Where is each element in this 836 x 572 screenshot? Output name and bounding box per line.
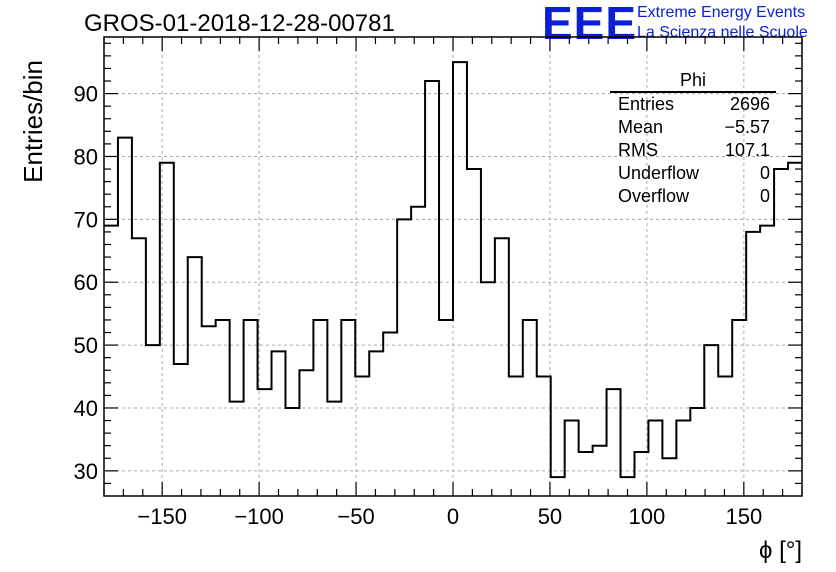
histogram-bin xyxy=(383,333,397,496)
y-tick-label: 90 xyxy=(74,82,98,107)
histogram-bin xyxy=(704,345,718,496)
x-tick-label: 0 xyxy=(447,504,459,529)
histogram-bin xyxy=(607,389,621,496)
histogram-bin xyxy=(397,219,411,496)
histogram-bin xyxy=(662,458,676,496)
histogram-bin xyxy=(369,351,383,496)
stats-value: 0 xyxy=(759,163,770,183)
stats-value: 2696 xyxy=(729,94,770,114)
x-tick-label: 100 xyxy=(629,504,666,529)
histogram-bin xyxy=(509,377,523,496)
stats-value: 0 xyxy=(759,186,770,206)
stats-value: −5.57 xyxy=(724,117,770,137)
x-tick-label: 50 xyxy=(538,504,562,529)
histogram-bin xyxy=(453,62,467,496)
histogram-bin xyxy=(299,370,313,496)
stats-row-rms: RMS 107.1 xyxy=(610,139,776,162)
stats-row-overflow: Overflow 0 xyxy=(610,185,776,208)
y-tick-label: 60 xyxy=(74,270,98,295)
stats-label: Overflow xyxy=(618,186,690,206)
histogram-bin xyxy=(188,257,202,496)
x-tick-label: 150 xyxy=(725,504,762,529)
histogram-bin xyxy=(341,320,355,496)
y-tick-label: 70 xyxy=(74,207,98,232)
histogram-bin xyxy=(648,421,662,496)
histogram-bin xyxy=(579,452,593,496)
x-tick-label: −100 xyxy=(234,504,284,529)
y-axis-label: Entries/bin xyxy=(18,60,48,183)
histogram-bin xyxy=(467,169,481,496)
x-axis-label: ϕ [°] xyxy=(759,537,802,564)
histogram-bin xyxy=(411,207,425,496)
histogram-bin xyxy=(355,377,369,496)
histogram-bin xyxy=(174,364,188,496)
y-tick-label: 40 xyxy=(74,396,98,421)
stats-label: Entries xyxy=(618,94,675,114)
histogram-bin xyxy=(495,238,509,496)
stats-row-mean: Mean −5.57 xyxy=(610,116,776,139)
stats-label: Underflow xyxy=(618,163,700,183)
y-tick-label: 30 xyxy=(74,459,98,484)
histogram-bin xyxy=(327,402,341,496)
histogram-bin xyxy=(146,345,160,496)
histogram-bin xyxy=(285,408,299,496)
stats-box: Phi Entries 2696 Mean −5.57 RMS 107.1 Un… xyxy=(610,70,776,208)
logo-subtitle-line1: Extreme Energy Events xyxy=(637,4,806,21)
histogram-bin xyxy=(216,320,230,496)
axis-ticks xyxy=(103,37,803,496)
histogram-bin xyxy=(690,408,704,496)
histogram-bin xyxy=(746,232,760,496)
stats-row-entries: Entries 2696 xyxy=(610,93,776,116)
stats-title: Phi xyxy=(610,70,776,93)
y-tick-label: 50 xyxy=(74,333,98,358)
histogram-bin xyxy=(132,238,146,496)
histogram-bin xyxy=(760,226,774,496)
x-tick-label: −50 xyxy=(337,504,374,529)
histogram-bin xyxy=(258,389,272,496)
histogram-bin xyxy=(425,81,439,496)
stats-label: Mean xyxy=(618,117,664,137)
histogram-bin xyxy=(718,377,732,496)
histogram-bin xyxy=(537,377,551,496)
stats-value: 107.1 xyxy=(724,140,770,160)
tick-labels: −150 −100 −50 0 50 100 150 30 40 50 60 70 80 90 xyxy=(74,82,763,529)
histogram-bin xyxy=(551,477,565,496)
histogram-outline xyxy=(104,61,802,479)
histogram-bin xyxy=(230,402,244,496)
histogram-bin xyxy=(118,138,132,496)
histogram-bin xyxy=(104,226,118,496)
stats-row-underflow: Underflow 0 xyxy=(610,162,776,185)
histogram-bin xyxy=(676,421,690,496)
plot-title: GROS-01-2018-12-28-00781 xyxy=(84,10,395,37)
histogram-bin xyxy=(481,282,495,496)
histogram-bin xyxy=(565,421,579,496)
histogram-bin xyxy=(272,351,286,496)
histogram-bin xyxy=(774,169,788,496)
stats-label: RMS xyxy=(618,140,658,160)
x-tick-label: −150 xyxy=(137,504,187,529)
y-tick-label: 80 xyxy=(74,144,98,169)
